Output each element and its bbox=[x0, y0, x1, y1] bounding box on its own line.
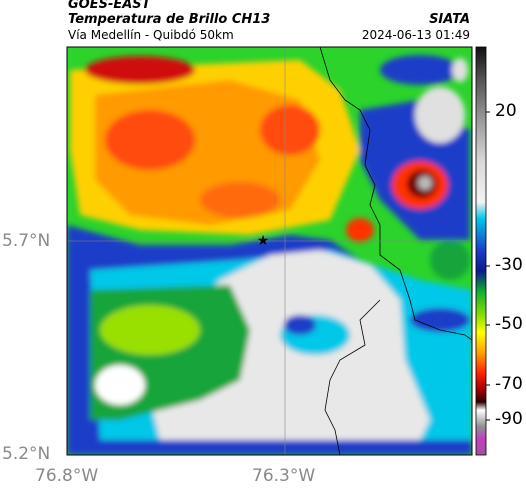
lat-label-1: 5.7°N bbox=[2, 231, 51, 251]
agency-label: SIATA bbox=[429, 12, 470, 27]
star-icon: ★ bbox=[257, 233, 270, 249]
region-subtitle: Vía Medellín - Quibdó 50km bbox=[68, 28, 234, 42]
colorbar-label-minus30: -30 bbox=[495, 255, 523, 275]
colorbar-label-minus50: -50 bbox=[495, 314, 523, 334]
satellite-title: GOES-EAST bbox=[68, 0, 151, 12]
river-line bbox=[324, 299, 381, 455]
colorbar bbox=[475, 46, 487, 456]
datetime-label: 2024-06-13 01:49 bbox=[361, 28, 470, 42]
map-frame bbox=[66, 46, 473, 456]
border-line bbox=[319, 47, 472, 341]
lat-label-2: 5.2°N bbox=[2, 444, 51, 464]
lon-label-2: 76.3°W bbox=[252, 466, 316, 486]
colorbar-label-minus90: -90 bbox=[495, 409, 523, 429]
colorbar-label-20: 20 bbox=[495, 101, 517, 121]
product-title: Temperatura de Brillo CH13 bbox=[68, 12, 271, 27]
colorbar-label-minus70: -70 bbox=[495, 374, 523, 394]
brightness-temperature-raster: ★ bbox=[67, 47, 472, 455]
lon-label-1: 76.8°W bbox=[35, 466, 99, 486]
